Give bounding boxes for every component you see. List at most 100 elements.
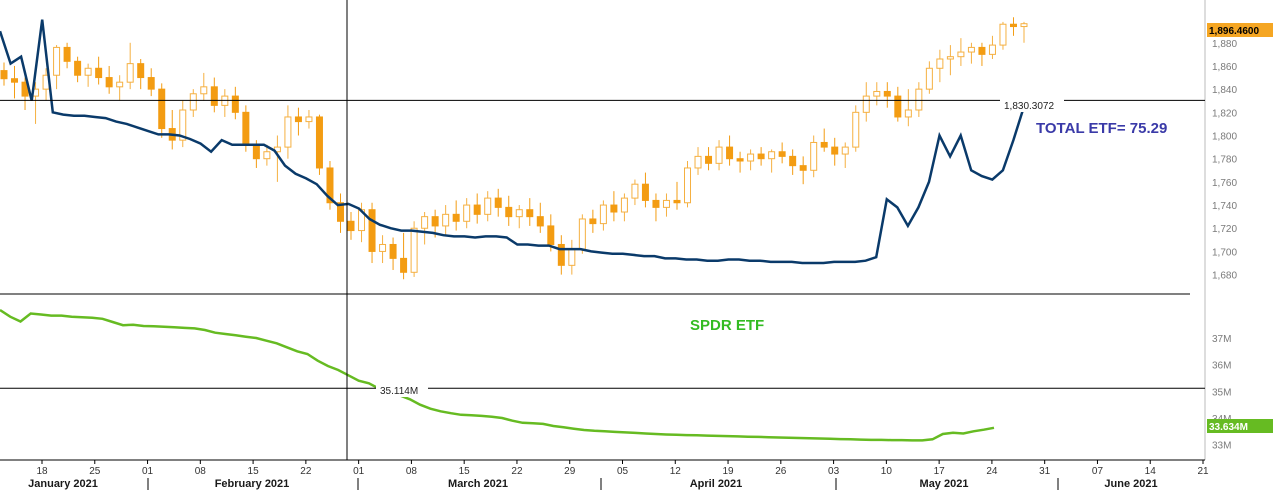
x-day-tick: 03	[828, 466, 840, 477]
candle-body	[936, 58, 944, 69]
top-y-tick: 1,780	[1212, 155, 1237, 166]
candle-body	[421, 216, 429, 229]
bottom-y-tick: 33M	[1212, 441, 1231, 452]
x-day-tick: 12	[670, 466, 682, 477]
candle-body	[589, 218, 597, 225]
x-day-tick: 19	[722, 466, 734, 477]
crosshair-top-label: 1,830.3072	[1004, 101, 1054, 112]
candle-body	[263, 151, 271, 160]
candle-body	[74, 60, 82, 76]
candle-body	[189, 93, 197, 111]
candle-body	[873, 90, 881, 97]
x-day-tick: 31	[1039, 466, 1051, 477]
candle-body	[757, 153, 765, 160]
bottom-y-axis: 33M34M35M36M37M	[1212, 334, 1231, 452]
x-day-tick: 15	[459, 466, 471, 477]
candle-body	[778, 151, 786, 157]
candle-body	[694, 155, 702, 169]
candle-body	[747, 153, 755, 162]
candle-body	[400, 257, 408, 273]
x-axis: 18 25 01 08 15 22 01 08 15 22 29 05 12 19 26 03 10 17 24 31…	[28, 460, 1209, 490]
candle-body	[662, 199, 670, 208]
candle-body	[894, 95, 902, 118]
top-y-tick: 1,880	[1212, 39, 1237, 50]
x-day-tick: 25	[89, 466, 101, 477]
candle-body	[841, 146, 849, 155]
top-y-tick: 1,680	[1212, 271, 1237, 282]
candle-body	[852, 111, 860, 148]
x-day-tick: 21	[1197, 466, 1209, 477]
x-day-tick: 07	[1092, 466, 1104, 477]
candle-body	[284, 116, 292, 148]
candle-body	[557, 243, 565, 266]
candle-body	[147, 77, 155, 90]
candle-body	[242, 111, 250, 146]
x-month-label: February 2021	[215, 478, 290, 490]
candle-body	[820, 141, 828, 148]
x-day-tick: 10	[881, 466, 893, 477]
candle-body	[999, 23, 1007, 46]
last-price-badge-bg	[1207, 23, 1273, 37]
candle-body	[831, 146, 839, 155]
candle-body	[505, 206, 513, 218]
candle-body	[715, 146, 723, 164]
top-y-tick: 1,840	[1212, 85, 1237, 96]
x-day-tick: 08	[195, 466, 207, 477]
x-month-label: April 2021	[690, 478, 743, 490]
candle-body	[315, 116, 323, 169]
x-day-tick: 08	[406, 466, 418, 477]
candle-body	[200, 86, 208, 95]
candle-body	[347, 220, 355, 232]
x-day-tick: 24	[986, 466, 998, 477]
x-day-tick: 26	[775, 466, 787, 477]
x-day-tick: 14	[1145, 466, 1157, 477]
candle-body	[620, 197, 628, 213]
x-day-tick: 22	[300, 466, 312, 477]
candle-body	[536, 216, 544, 227]
candle-body	[179, 109, 187, 141]
candle-body	[789, 155, 797, 167]
spdr-etf-polyline	[0, 308, 995, 442]
candle-body	[1020, 23, 1028, 28]
candle-body	[53, 46, 61, 76]
x-day-tick: 17	[934, 466, 946, 477]
candle-body	[95, 67, 103, 79]
bottom-y-tick: 35M	[1212, 387, 1231, 398]
candle-body	[210, 86, 218, 106]
x-day-tick: 15	[248, 466, 260, 477]
x-day-tick: 29	[564, 466, 576, 477]
candle-body	[810, 141, 818, 171]
candle-body	[452, 213, 460, 222]
candle-body	[368, 209, 376, 252]
candle-body	[410, 227, 418, 273]
candle-body	[231, 95, 239, 113]
candle-body	[137, 63, 145, 79]
candle-body	[294, 116, 302, 123]
candle-body	[116, 81, 124, 88]
candle-body	[11, 78, 19, 83]
x-day-tick: 01	[142, 466, 154, 477]
candle-body	[526, 209, 534, 218]
top-y-tick: 1,860	[1212, 62, 1237, 73]
x-month-label: May 2021	[920, 478, 969, 490]
bottom-y-tick: 37M	[1212, 334, 1231, 345]
candle-body	[978, 46, 986, 55]
crosshair-bottom-label: 35.114M	[380, 386, 418, 397]
candle-body	[126, 63, 134, 83]
crosshair-top-label-bg	[1000, 99, 1064, 112]
candle-body	[252, 144, 260, 160]
candle-body	[652, 199, 660, 208]
top-y-tick: 1,820	[1212, 108, 1237, 119]
crosshair-bottom-label-bg	[376, 384, 428, 397]
top-y-tick: 1,760	[1212, 178, 1237, 189]
top-y-axis: 1,680 1,700 1,720 1,740 1,760 1,780 1,800 1,820…	[1212, 39, 1237, 282]
total-etf-annotation: TOTAL ETF= 75.29	[1036, 120, 1167, 137]
candle-body	[705, 155, 713, 164]
candle-body	[631, 183, 639, 199]
top-y-tick: 1,740	[1212, 201, 1237, 212]
candle-body	[379, 243, 387, 252]
candle-body	[673, 199, 681, 204]
last-price-badge: 1,896.4600	[1209, 26, 1259, 37]
